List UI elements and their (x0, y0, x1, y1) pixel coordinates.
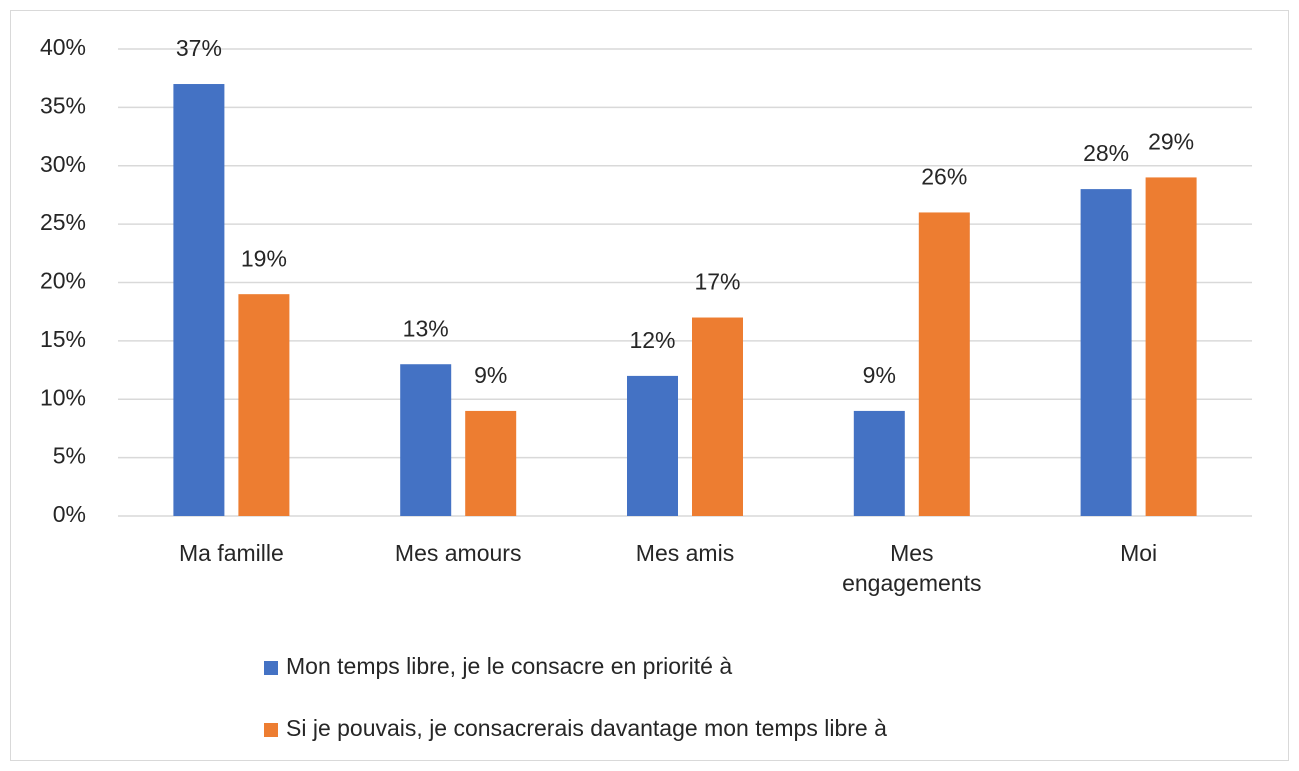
x-tick-label: Ma famille (178, 540, 284, 566)
data-label: 26% (921, 164, 967, 190)
legend-swatch (264, 723, 278, 737)
data-label: 12% (629, 327, 675, 353)
data-label: 17% (694, 269, 740, 295)
bar (173, 84, 225, 517)
data-label: 29% (1148, 129, 1194, 155)
data-label: 19% (241, 245, 287, 271)
x-tick-label-box: Mes amours (394, 540, 522, 566)
bar (627, 375, 678, 516)
legend-swatch (264, 661, 278, 675)
y-tick-label: 0% (53, 501, 86, 527)
y-tick-label: 30% (40, 151, 86, 177)
y-tick-label: 5% (53, 443, 86, 469)
y-tick-label: 10% (40, 384, 86, 410)
data-label: 9% (474, 362, 507, 388)
data-label: 13% (403, 315, 449, 341)
x-tick-label-box: Mes amis (635, 540, 735, 566)
data-label: 9% (863, 362, 896, 388)
legend-label: Mon temps libre, je le consacre en prior… (286, 653, 732, 679)
bar (238, 294, 290, 516)
x-tick-label: Mes amis (635, 540, 735, 566)
bar (692, 317, 743, 516)
bar (465, 410, 517, 516)
x-tick-label-box: Mes engagements (842, 540, 982, 596)
x-tick-label-box: Moi (1120, 540, 1158, 566)
bar (853, 410, 905, 516)
y-tick-label: 35% (40, 92, 86, 118)
bar (400, 364, 452, 516)
y-tick-label: 40% (40, 34, 86, 60)
bar (918, 212, 970, 516)
y-tick-label: 20% (40, 268, 86, 294)
data-label: 37% (176, 35, 222, 61)
bar (1080, 189, 1132, 516)
data-label: 28% (1083, 140, 1129, 166)
legend-label: Si je pouvais, je consacrerais davantage… (286, 715, 887, 741)
x-tick-label: Mes engagements (842, 540, 982, 596)
x-tick-label-box: Ma famille (178, 540, 284, 566)
y-tick-label: 15% (40, 326, 86, 352)
x-tick-label: Moi (1120, 540, 1158, 566)
x-tick-label: Mes amours (394, 540, 522, 566)
y-tick-label: 25% (40, 209, 86, 235)
bar (1145, 177, 1197, 517)
